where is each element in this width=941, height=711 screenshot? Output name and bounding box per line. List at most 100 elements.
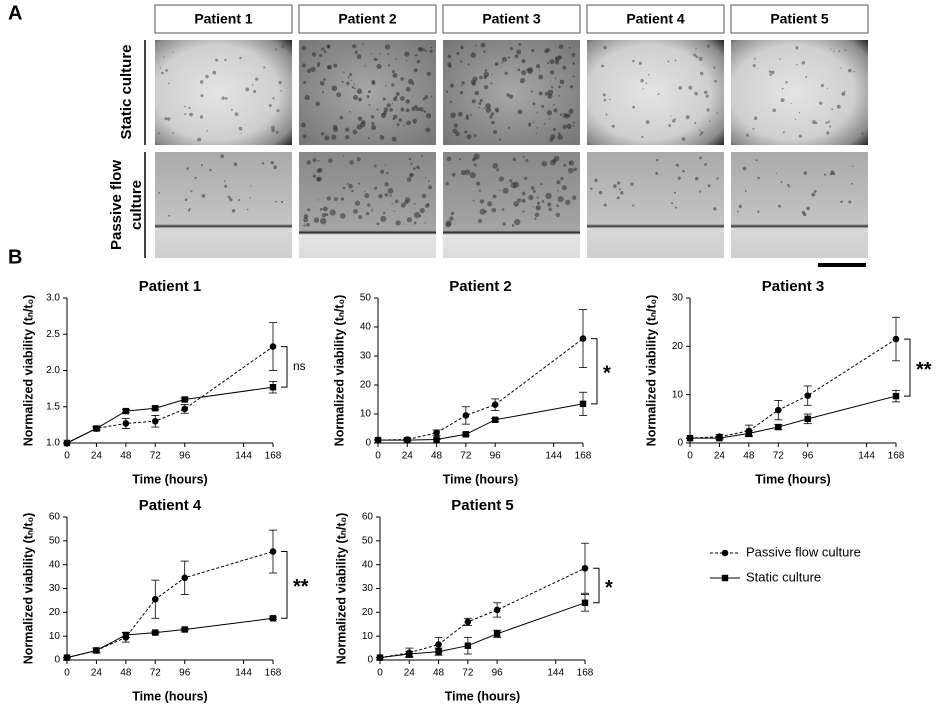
- cell: [829, 125, 832, 128]
- cell: [209, 168, 212, 172]
- cell: [757, 176, 760, 180]
- cell: [547, 89, 554, 95]
- cell: [370, 209, 374, 212]
- marker: [269, 548, 277, 555]
- cell: [328, 158, 333, 163]
- x-tick-label: 48: [431, 451, 443, 462]
- cell: [613, 184, 617, 188]
- cell: [533, 121, 535, 124]
- cell: [483, 71, 490, 78]
- cell: [568, 160, 575, 166]
- cell: [322, 91, 325, 94]
- cell: [530, 186, 535, 190]
- cell: [608, 98, 611, 101]
- cell: [319, 80, 325, 86]
- cell: [190, 190, 193, 193]
- column-header-box: [730, 4, 869, 34]
- significance-label: **: [293, 576, 309, 598]
- cell: [370, 115, 375, 119]
- cell: [827, 120, 830, 123]
- cell: [221, 96, 225, 100]
- cell: [490, 112, 495, 116]
- cell: [349, 111, 351, 113]
- cell: [275, 48, 278, 51]
- cell: [521, 59, 526, 64]
- cell: [478, 102, 482, 105]
- cell: [234, 112, 239, 117]
- marker: [181, 405, 189, 413]
- cell: [695, 48, 697, 50]
- cell: [473, 134, 477, 137]
- x-tick-label: 96: [490, 451, 502, 462]
- cell: [312, 158, 317, 163]
- x-tick-label: 144: [235, 668, 252, 679]
- x-tick-label: 168: [265, 451, 282, 462]
- x-axis-label: Time (hours): [755, 472, 830, 486]
- cell: [413, 68, 418, 73]
- cell: [343, 71, 345, 73]
- cell: [843, 90, 846, 92]
- y-tick-label: 0: [54, 655, 60, 666]
- marker: [93, 647, 100, 654]
- cell: [341, 80, 344, 83]
- cell: [514, 54, 519, 59]
- cell: [158, 132, 161, 135]
- cell: [605, 113, 608, 116]
- cell: [677, 176, 681, 180]
- cell: [695, 55, 699, 59]
- cell: [803, 171, 807, 175]
- cell: [404, 51, 410, 57]
- cell: [565, 199, 571, 206]
- cell: [563, 163, 567, 167]
- cell: [769, 73, 772, 77]
- cell: [513, 201, 519, 207]
- cell: [460, 91, 464, 95]
- cell: [716, 112, 719, 114]
- cell: [716, 177, 719, 180]
- cell: [781, 87, 784, 90]
- cell: [557, 196, 564, 203]
- x-tick-label: 144: [545, 451, 562, 462]
- cell: [450, 83, 454, 88]
- cell: [276, 109, 280, 113]
- cell: [281, 44, 285, 49]
- cell: [165, 69, 168, 72]
- marker: [716, 434, 723, 442]
- marker: [804, 415, 811, 423]
- cell: [323, 50, 327, 53]
- cell: [412, 118, 417, 123]
- cell: [685, 115, 690, 120]
- cell: [693, 53, 697, 57]
- cell: [826, 87, 829, 90]
- cell: [554, 77, 557, 80]
- cell: [521, 191, 526, 196]
- cell: [501, 208, 505, 211]
- marker: [151, 595, 159, 603]
- cell: [199, 115, 204, 119]
- cell: [461, 81, 465, 85]
- cell: [638, 61, 642, 65]
- cell: [558, 55, 563, 60]
- row-label: Static culture: [118, 44, 135, 140]
- significance-bracket: [593, 567, 600, 604]
- cell: [301, 45, 306, 51]
- cell: [536, 127, 539, 129]
- cell: [445, 181, 449, 186]
- cell: [538, 74, 544, 80]
- cell: [359, 121, 366, 128]
- cell: [755, 159, 758, 162]
- x-tick-label: 168: [888, 451, 905, 462]
- cell: [842, 93, 844, 95]
- cell: [549, 159, 556, 166]
- cell: [367, 203, 371, 207]
- cell: [306, 222, 310, 227]
- cell: [306, 68, 311, 73]
- cell: [412, 95, 414, 97]
- x-tick-label: 48: [743, 451, 755, 462]
- cell: [547, 62, 550, 65]
- marker: [579, 335, 587, 342]
- cell: [780, 181, 783, 184]
- cell: [699, 133, 702, 136]
- cell: [838, 50, 841, 53]
- x-axis-label: Time (hours): [445, 689, 520, 703]
